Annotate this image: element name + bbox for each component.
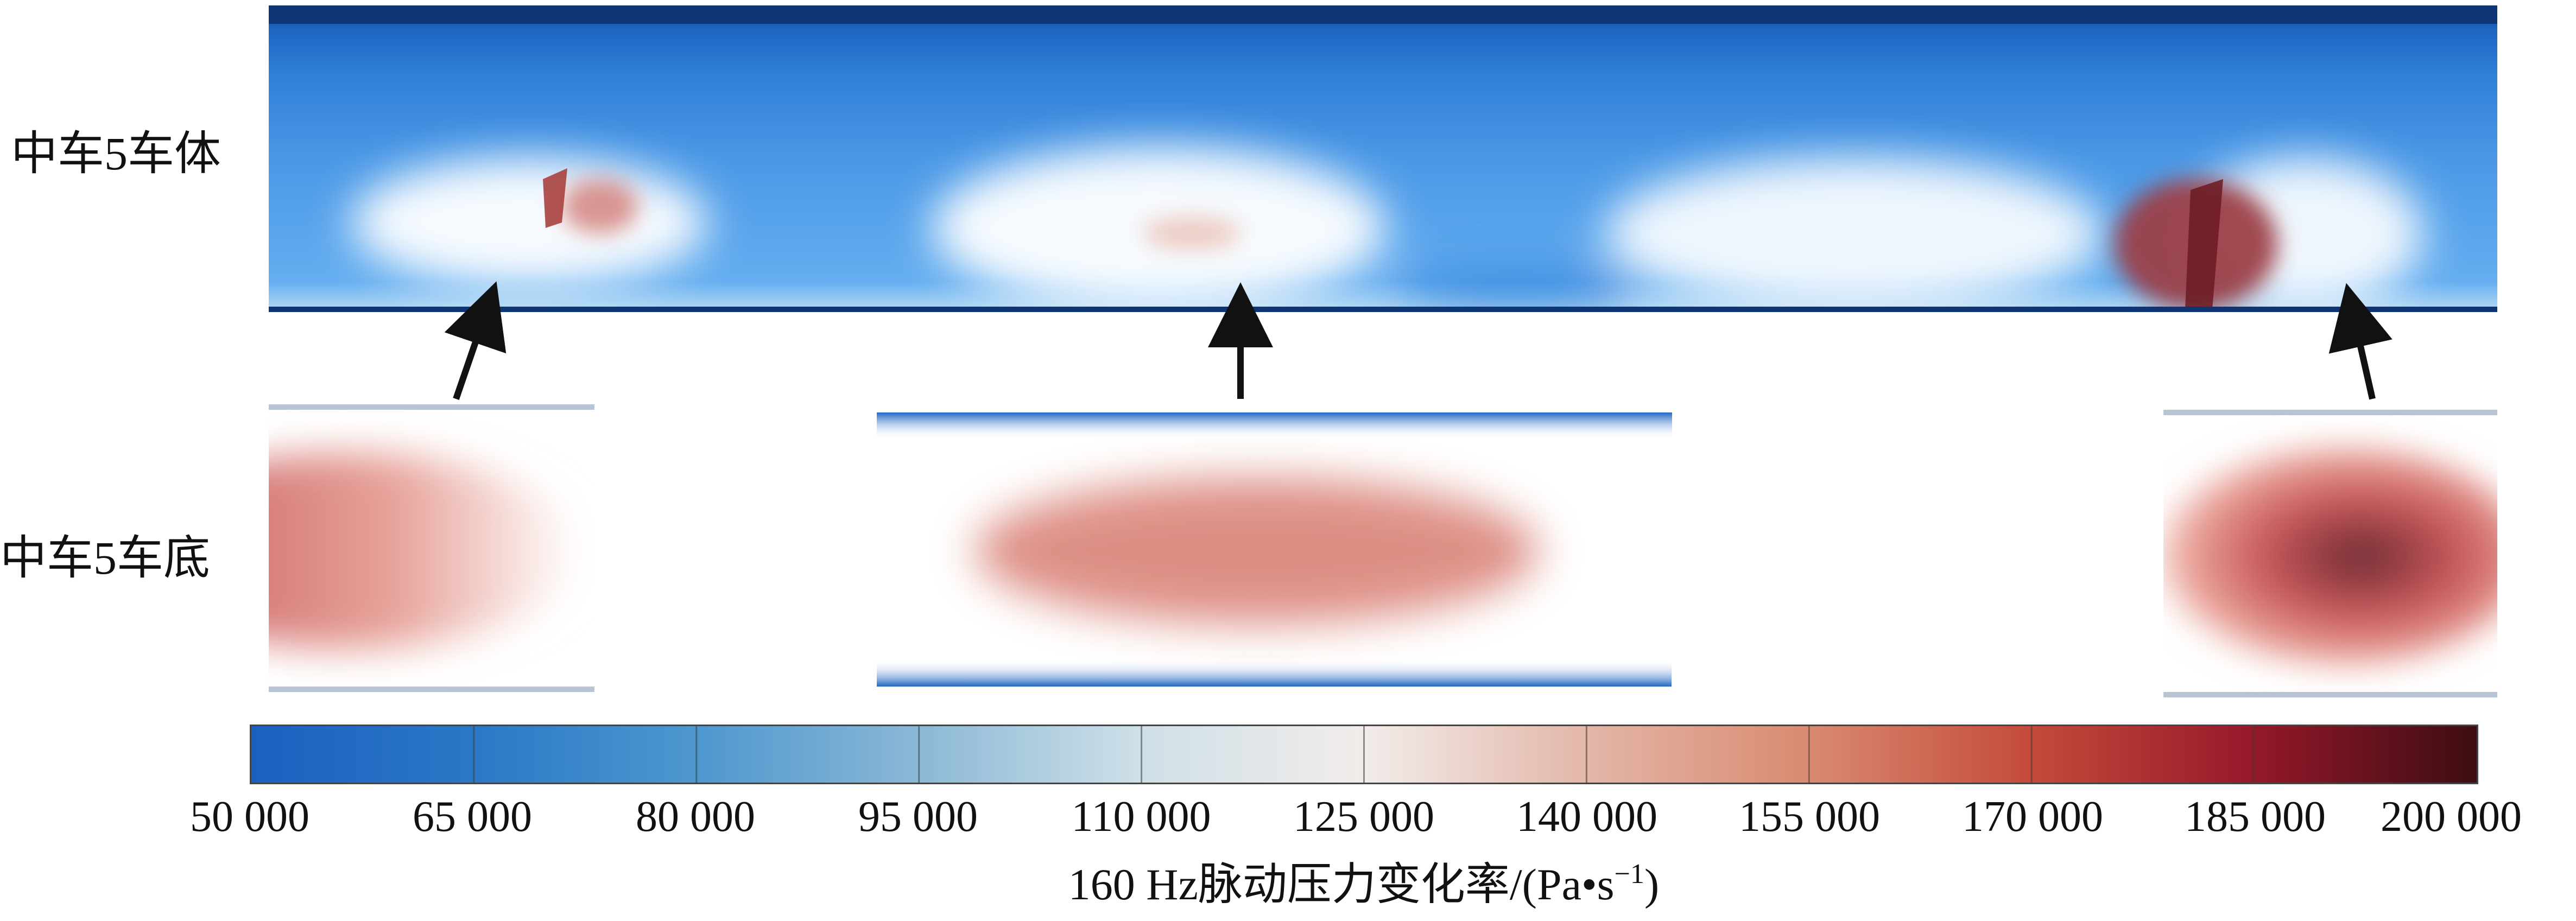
- colorbar-title-end: ): [1644, 860, 1660, 909]
- floor-contour-left: [269, 404, 594, 692]
- car-floor-label: 中车5车底: [0, 532, 210, 584]
- tick-label: 170 000: [1962, 793, 2103, 841]
- floor-contour-center: [877, 412, 1672, 687]
- colorbar: [250, 725, 2478, 784]
- tick-label: 95 000: [858, 793, 978, 841]
- tick-label: 200 000: [2381, 793, 2522, 841]
- tick-label: 140 000: [1516, 793, 1657, 841]
- tick-label: 185 000: [2185, 793, 2326, 841]
- colorbar-title: 160 Hz脉动压力变化率/(Pa•s−1): [1068, 860, 1659, 907]
- tick-label: 125 000: [1293, 793, 1434, 841]
- tick-label: 155 000: [1739, 793, 1880, 841]
- colorbar-title-main: 160 Hz脉动压力变化率/(Pa•s: [1068, 860, 1615, 909]
- tick-label: 80 000: [636, 793, 755, 841]
- floor-contour-right: [2163, 410, 2497, 697]
- car-body-contour: [269, 5, 2497, 312]
- arrow-left: [444, 281, 507, 400]
- arrow-right: [2328, 283, 2393, 400]
- tick-label: 50 000: [190, 793, 309, 841]
- tick-label: 110 000: [1071, 793, 1211, 841]
- colorbar-title-exponent: −1: [1614, 859, 1644, 890]
- tick-label: 65 000: [413, 793, 532, 841]
- car-body-label: 中车5车体: [11, 128, 221, 180]
